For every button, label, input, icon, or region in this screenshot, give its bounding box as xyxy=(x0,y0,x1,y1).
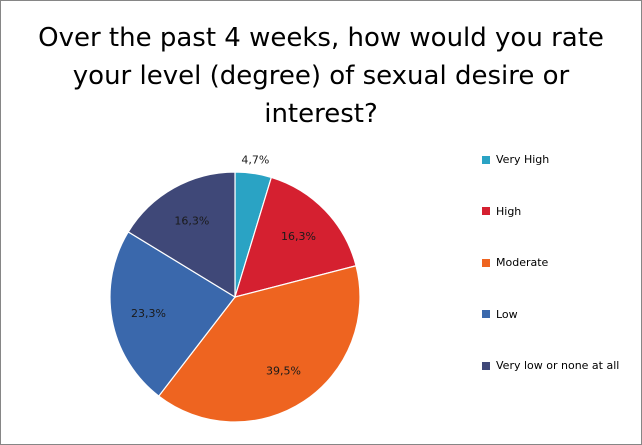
pie-slice-2 xyxy=(157,265,361,423)
pie-slice-1 xyxy=(234,176,357,298)
chart-title-line-1: Over the past 4 weeks, how would you rat… xyxy=(38,23,604,53)
legend-swatch-4 xyxy=(482,361,490,370)
legend-item-1: High xyxy=(482,205,521,218)
legend-item-2: Moderate xyxy=(482,256,548,269)
pie-data-labels: 4,7% 16,3% 39,5% 23,3% 16,3% xyxy=(131,154,316,378)
legend-item-3: Low xyxy=(482,308,518,321)
legend-swatch-3 xyxy=(482,310,490,318)
legend-label-0: Very High xyxy=(496,153,550,166)
legend-item-0: Very High xyxy=(482,153,549,166)
pie-data-label-2: 39,5% xyxy=(266,364,301,377)
pie-data-label-0: 4,7% xyxy=(241,154,269,167)
legend-swatch-1 xyxy=(482,207,490,215)
pie-data-label-3: 23,3% xyxy=(131,307,166,320)
pie-data-label-4: 16,3% xyxy=(174,214,209,227)
pie-slice-4 xyxy=(127,171,236,299)
legend-swatch-0 xyxy=(482,155,490,164)
legend: Very High High Moderate Low Very low or none… xyxy=(482,153,637,385)
pie-slice-3 xyxy=(109,231,236,397)
legend-swatch-2 xyxy=(482,258,490,267)
legend-label-1: High xyxy=(496,204,522,218)
pie-data-label-1: 16,3% xyxy=(281,230,316,243)
pie-slices xyxy=(109,171,361,423)
legend-item-4: Very low or none at all xyxy=(482,359,619,372)
legend-label-3: Low xyxy=(496,307,518,321)
chart-title-line-3: interest? xyxy=(264,99,378,129)
chart-title-line-2: your level (degree) of sexual desire or xyxy=(72,61,570,91)
legend-label-4: Very low or none at all xyxy=(496,359,620,372)
legend-label-2: Moderate xyxy=(496,256,549,269)
chart-title: Over the past 4 weeks, how would you rat… xyxy=(21,19,621,133)
